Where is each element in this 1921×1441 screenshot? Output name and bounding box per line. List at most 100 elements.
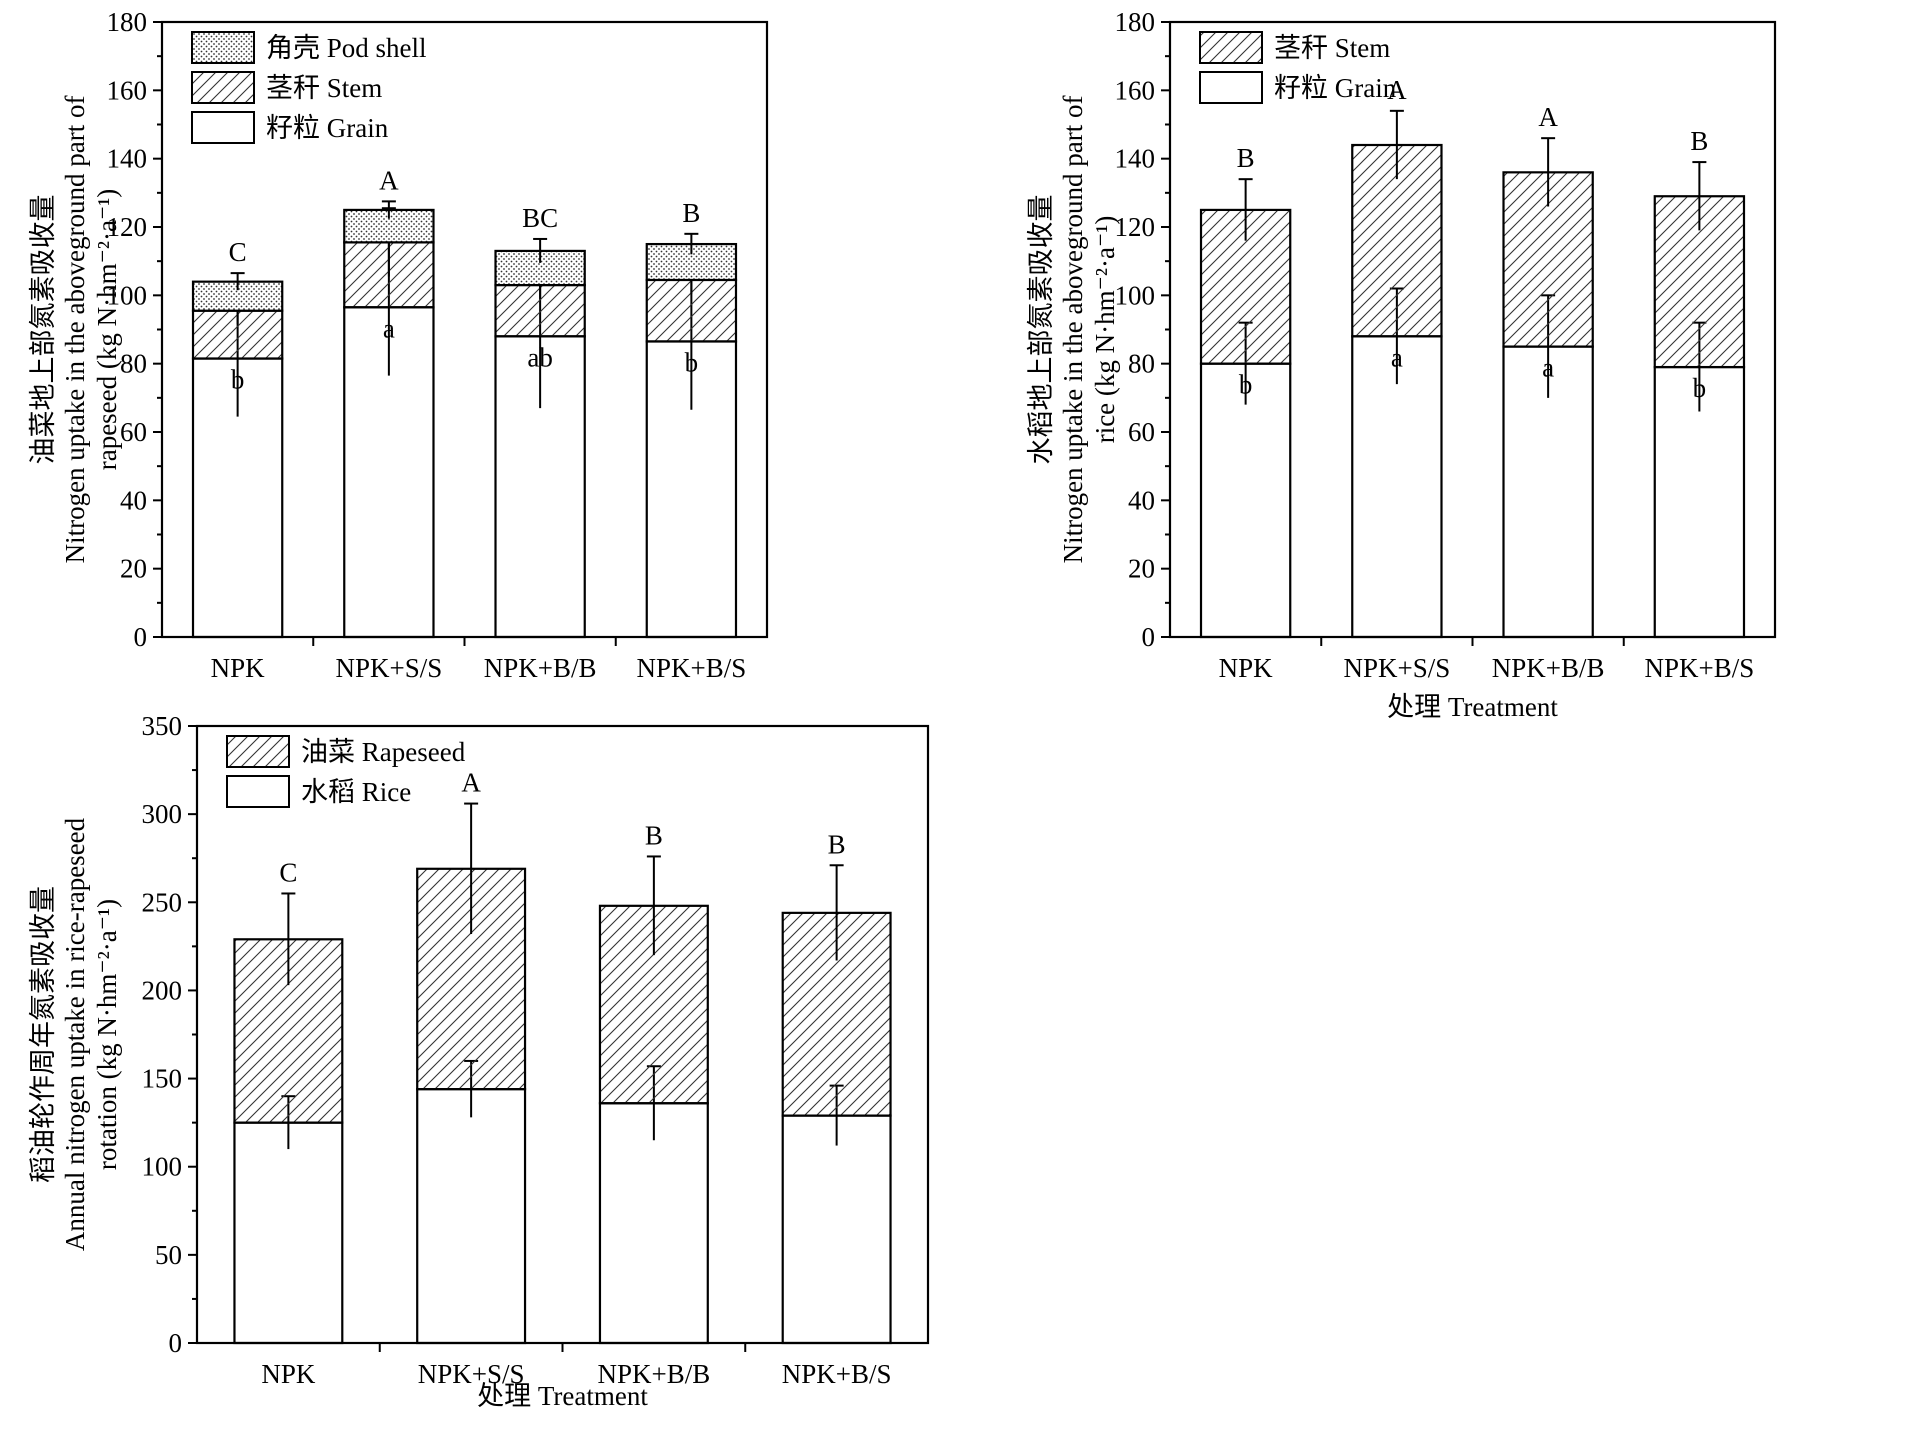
y-tick-label: 60 — [120, 417, 147, 447]
y-tick-label: 50 — [155, 1240, 182, 1270]
bar-segment — [416, 1088, 527, 1345]
legend-entry: 油菜 Rapeseed — [301, 737, 466, 767]
y-tick-label: 180 — [107, 7, 148, 37]
chart-rapeseed-uptake: Cb NPK Aa NPK+S/S BC ab NPK+B/B Bb NPK+B/S 0 20 40 6… — [28, 7, 769, 683]
legend-swatch — [1199, 71, 1263, 104]
significance-letter-upper: A — [1538, 102, 1558, 132]
y-tick-label: 0 — [169, 1328, 183, 1358]
x-tick-label: NPK+B/S — [636, 653, 746, 683]
y-tick-label: 0 — [134, 622, 148, 652]
y-tick-label: 80 — [1128, 349, 1155, 379]
bar-segment — [1199, 362, 1292, 639]
y-tick-label: 180 — [1115, 7, 1156, 37]
x-tick-label: NPK — [261, 1359, 316, 1389]
y-tick-label: 200 — [142, 975, 183, 1005]
y-tick-label: 160 — [1115, 75, 1156, 105]
significance-letter-upper: A — [1387, 75, 1407, 105]
legend-entry: 角壳 Pod shell — [266, 33, 427, 63]
y-axis-label: 油菜地上部氮素吸收量 Nitrogen uptake in the abovegr… — [28, 96, 122, 564]
y-tick-label: 0 — [1142, 622, 1156, 652]
y-tick-label: 20 — [1128, 554, 1155, 584]
y-axis-label-line: 油菜地上部氮素吸收量 — [28, 195, 58, 465]
y-tick-label: 140 — [107, 144, 148, 174]
significance-letter-upper: B — [1237, 143, 1255, 173]
significance-letter-lower: b — [685, 347, 699, 377]
significance-letter-upper: B — [1690, 126, 1708, 156]
legend: 油菜 Rapeseed 水稻 Rice — [226, 735, 466, 808]
x-tick-label: NPK — [211, 653, 266, 683]
x-tick-label: NPK+B/B — [484, 653, 597, 683]
y-axis-label-line: rapeseed (kg N·hm⁻²·a⁻¹) — [92, 189, 122, 471]
y-axis-label-line: rice (kg N·hm⁻²·a⁻¹) — [1090, 216, 1120, 444]
chart-annual-uptake: C NPK A NPK+S/S B NPK+B/B B NPK+B/S 0 50 100 150 200… — [28, 711, 930, 1411]
significance-letter-upper: A — [461, 768, 481, 798]
x-tick-label: NPK+S/S — [335, 653, 442, 683]
y-tick-label: 100 — [107, 280, 148, 310]
significance-letter-upper: BC — [522, 203, 558, 233]
significance-letter-lower: a — [383, 313, 395, 343]
y-tick-label: 350 — [142, 711, 183, 741]
legend-swatch — [191, 111, 255, 144]
y-axis-label: 水稻地上部氮素吸收量 Nitrogen uptake in the abovegr… — [1026, 96, 1120, 564]
x-tick-label: NPK+S/S — [1343, 653, 1450, 683]
x-tick-label: NPK+B/S — [1644, 653, 1754, 683]
legend-entry: 茎秆 Stem — [1274, 33, 1390, 63]
significance-letter-upper: B — [645, 820, 663, 850]
y-tick-label: 100 — [1115, 280, 1156, 310]
significance-letter-lower: b — [1239, 370, 1253, 400]
x-tick-label: NPK+S/S — [418, 1359, 525, 1389]
significance-letter-upper: B — [828, 829, 846, 859]
significance-letter-upper: A — [379, 165, 399, 195]
y-tick-label: 40 — [120, 485, 147, 515]
legend-swatch — [1199, 31, 1263, 64]
x-tick-label: NPK+B/B — [1492, 653, 1605, 683]
x-tick-label: NPK+B/B — [597, 1359, 710, 1389]
legend-swatch — [226, 735, 290, 768]
bar-segment — [781, 1114, 892, 1345]
chart-rice-uptake: Bb NPK Aa NPK+S/S Aa NPK+B/B Bb NPK+B/S 0 20 40 60 8… — [1026, 7, 1777, 722]
y-tick-label: 250 — [142, 887, 183, 917]
legend-swatch — [191, 31, 255, 64]
bar-segment — [233, 1121, 344, 1345]
legend-entry: 茎秆 Stem — [266, 73, 382, 103]
y-tick-label: 160 — [107, 75, 148, 105]
significance-letter-lower: a — [1542, 353, 1554, 383]
y-tick-label: 150 — [142, 1064, 183, 1094]
y-tick-label: 40 — [1128, 485, 1155, 515]
y-axis-label-line: rotation (kg N·hm⁻²·a⁻¹) — [92, 899, 122, 1170]
significance-letter-lower: ab — [527, 342, 552, 372]
y-axis-label-line: 水稻地上部氮素吸收量 — [1026, 195, 1056, 465]
y-axis-label-line: 稻油轮作周年氮素吸收量 — [28, 886, 58, 1183]
y-tick-label: 120 — [107, 212, 148, 242]
legend-entry: 水稻 Rice — [301, 777, 411, 807]
significance-letter-lower: a — [1391, 342, 1403, 372]
legend-entry: 籽粒 Grain — [1274, 73, 1397, 103]
y-tick-label: 20 — [120, 554, 147, 584]
legend-swatch — [191, 71, 255, 104]
legend: 茎秆 Stem 籽粒 Grain — [1199, 31, 1397, 104]
x-tick-label: NPK+B/S — [782, 1359, 892, 1389]
bar-segment — [1351, 335, 1443, 639]
significance-letter-upper: B — [682, 198, 700, 228]
y-tick-label: 60 — [1128, 417, 1155, 447]
legend-entry: 籽粒 Grain — [266, 113, 389, 143]
y-tick-label: 300 — [142, 799, 183, 829]
x-axis-label: 处理 Treatment — [477, 1381, 648, 1411]
y-axis-label: 稻油轮作周年氮素吸收量 Annual nitrogen uptake in ric… — [28, 817, 122, 1251]
legend-swatch — [226, 775, 290, 808]
y-axis-label-line: Nitrogen uptake in the aboveground part … — [60, 96, 90, 564]
y-tick-label: 100 — [142, 1152, 183, 1182]
y-axis-label-line: Nitrogen uptake in the aboveground part … — [1058, 96, 1088, 564]
significance-letter-upper: C — [229, 237, 247, 267]
legend: 角壳 Pod shell 茎秆 Stem 籽粒 Grain — [191, 31, 427, 144]
significance-letter-lower: b — [1693, 373, 1707, 403]
y-tick-label: 80 — [120, 349, 147, 379]
y-axis-label-line: Annual nitrogen uptake in rice-rapeseed — [60, 817, 90, 1251]
x-tick-label: NPK — [1219, 653, 1274, 683]
y-tick-label: 140 — [1115, 144, 1156, 174]
significance-letter-upper: C — [279, 857, 297, 887]
significance-letter-lower: b — [231, 365, 245, 395]
y-tick-label: 120 — [1115, 212, 1156, 242]
x-axis-label: 处理 Treatment — [1387, 692, 1558, 722]
